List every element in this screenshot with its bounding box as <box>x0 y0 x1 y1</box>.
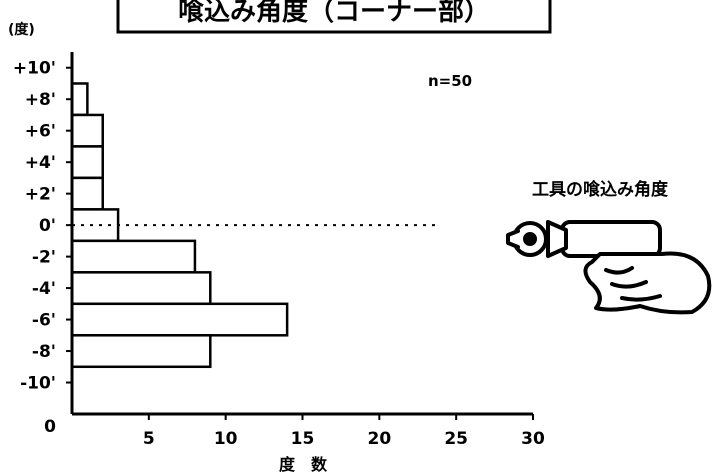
y-tick-label-9: -8' <box>32 342 56 362</box>
y-tick-labels: +10' +8' +6' +4' +2' 0' -2' -4' -6' -8' -10' 0 <box>13 59 72 437</box>
y-tick-label-8: -6' <box>32 311 56 331</box>
x-tick-label-3: 20 <box>367 429 391 449</box>
y-tick-label-1: +8' <box>25 90 56 110</box>
x-axis-label: 度 数 <box>279 455 328 474</box>
bar-4 <box>70 208 120 243</box>
bar-8 <box>70 334 212 369</box>
bar-6 <box>70 271 212 306</box>
y-tick-label-4: +2' <box>25 185 56 205</box>
y-tick-label-10: -10' <box>20 374 56 394</box>
bar-0 <box>70 82 89 117</box>
sample-size-note: n=50 <box>428 72 472 90</box>
y-tick-label-11: 0 <box>44 417 56 437</box>
drill-gun-icon <box>506 220 712 315</box>
x-tick-labels: 5 10 15 20 25 30 <box>143 414 545 449</box>
bar-7 <box>70 302 289 337</box>
y-tick-label-7: -4' <box>32 279 56 299</box>
x-tick-label-0: 5 <box>143 429 155 449</box>
bars-group <box>70 82 289 369</box>
x-tick-label-5: 30 <box>521 429 545 449</box>
title-box <box>116 0 552 34</box>
x-tick-label-1: 10 <box>214 429 238 449</box>
x-tick-label-2: 15 <box>291 429 315 449</box>
y-axis-label: (度) <box>8 21 35 38</box>
x-tick-label-4: 25 <box>444 429 468 449</box>
bar-2 <box>70 145 104 180</box>
y-tick-label-2: +6' <box>25 122 56 142</box>
bar-1 <box>70 113 104 148</box>
illustration-caption: 工具の喰込み角度 <box>532 179 669 200</box>
y-tick-label-6: -2' <box>32 248 56 268</box>
bar-3 <box>70 176 104 211</box>
y-tick-label-3: +4' <box>25 153 56 173</box>
bar-5 <box>70 239 197 274</box>
chart-title: 喰込み角度（コーナー部） <box>178 0 490 27</box>
y-tick-label-0: +10' <box>13 59 56 79</box>
y-tick-label-5: 0' <box>39 216 56 236</box>
